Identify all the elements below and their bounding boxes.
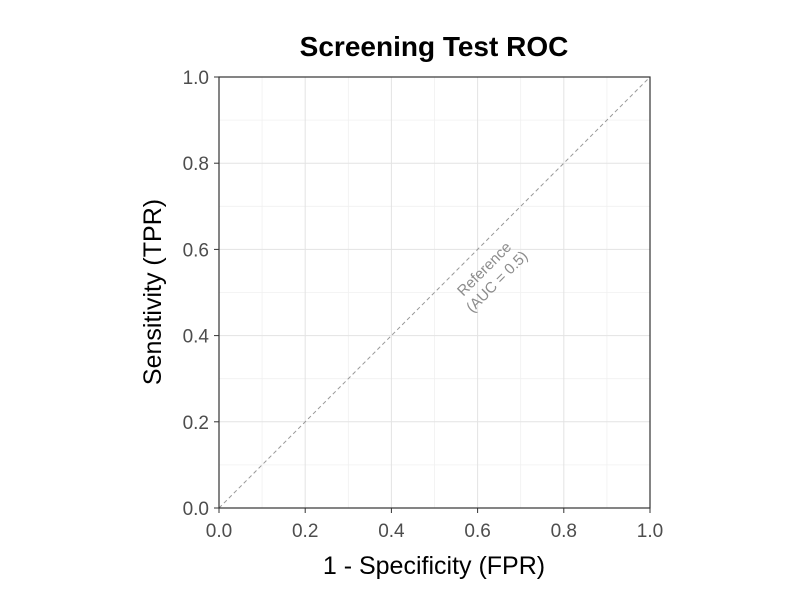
y-tick-label: 1.0 xyxy=(183,68,209,89)
x-tick-label: 0.8 xyxy=(551,521,577,542)
y-tick-label: 0.4 xyxy=(183,327,210,348)
y-tick-label: 0.2 xyxy=(183,413,209,434)
x-axis-title: 1 - Specificity (FPR) xyxy=(323,552,545,580)
x-tick-label: 0.2 xyxy=(292,521,318,542)
y-tick-label: 0.0 xyxy=(183,499,209,520)
x-tick-label: 0.4 xyxy=(378,521,405,542)
data-series xyxy=(218,76,651,509)
y-axis-title: Sensitivity (TPR) xyxy=(139,199,167,385)
reference-line xyxy=(218,76,651,509)
x-tick-label: 0.0 xyxy=(206,521,232,542)
chart-title: Screening Test ROC xyxy=(300,31,569,62)
x-tick-label: 1.0 xyxy=(637,521,663,542)
x-tick-label: 0.6 xyxy=(464,521,490,542)
plot-border xyxy=(218,76,651,509)
y-tick-label: 0.6 xyxy=(183,240,209,261)
y-tick-label: 0.8 xyxy=(183,154,209,175)
axis-ticks: 0.0 0.2 0.4 0.6 0.8 1.0 0.0 0.2 0.4 0.6 0.8 1.0 xyxy=(183,68,664,542)
